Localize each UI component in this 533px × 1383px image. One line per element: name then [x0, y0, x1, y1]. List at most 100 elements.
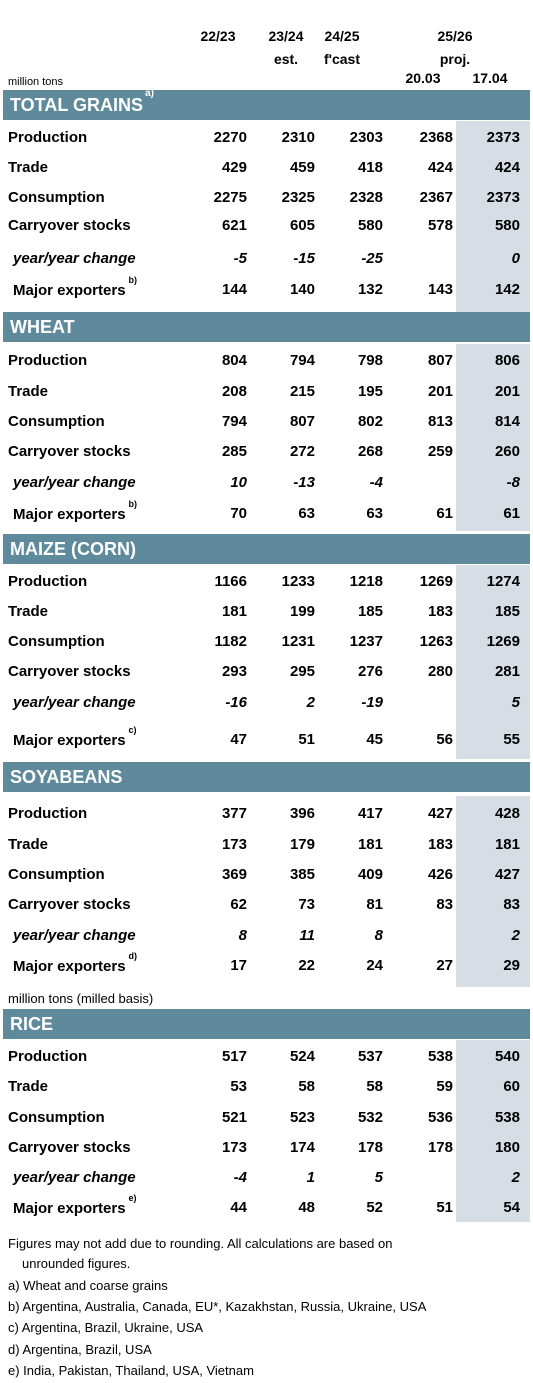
- value-cell: 63: [298, 505, 315, 522]
- value-cell: 459: [289, 159, 315, 176]
- value-cell: 807: [289, 413, 315, 430]
- value-cell: 70: [230, 505, 247, 522]
- value-cell: 293: [221, 663, 247, 680]
- value-cell: -13: [293, 474, 315, 491]
- value-cell: 1: [306, 1169, 315, 1186]
- value-cell: 54: [503, 1199, 520, 1216]
- value-cell: 580: [357, 217, 383, 234]
- row-label: Carryover stocks: [8, 443, 131, 460]
- value-cell: 201: [427, 383, 453, 400]
- row-consumption: Consumption 2275 2325 2328 2367 2373: [0, 187, 533, 209]
- row-major-exporters: Major exportersb) 70 63 63 61 61: [0, 499, 533, 525]
- row-label: Consumption: [8, 413, 105, 430]
- row-label-text: year/year change: [13, 250, 136, 267]
- section-title-text: MAIZE (CORN): [10, 539, 136, 559]
- row-year-change: year/year change -16 2 -19 5: [0, 692, 533, 714]
- value-cell: 424: [427, 159, 453, 176]
- value-cell: 22: [298, 957, 315, 974]
- value-cell: 29: [503, 957, 520, 974]
- col-header-2223: 22/23: [200, 28, 236, 44]
- row-label: Carryover stocks: [8, 217, 131, 234]
- value-cell: 281: [494, 663, 520, 680]
- value-cell: 295: [289, 663, 315, 680]
- value-cell: 285: [221, 443, 247, 460]
- row-label: year/year change: [13, 474, 136, 491]
- value-cell: 1237: [349, 633, 383, 650]
- value-cell: 2367: [419, 189, 453, 206]
- value-cell: 540: [494, 1048, 520, 1065]
- row-label: Trade: [8, 159, 48, 176]
- row-label: Production: [8, 573, 87, 590]
- value-cell: 201: [494, 383, 520, 400]
- value-cell: 427: [494, 866, 520, 883]
- row-major-exporters: Major exportersb) 144 140 132 143 142: [0, 275, 533, 301]
- value-cell: 83: [436, 896, 453, 913]
- value-cell: 621: [221, 217, 247, 234]
- row-label-text: Trade: [8, 1078, 49, 1095]
- value-cell: 537: [357, 1048, 383, 1065]
- value-cell: 60: [503, 1078, 520, 1095]
- value-cell: 524: [289, 1048, 315, 1065]
- value-cell: 52: [366, 1199, 383, 1216]
- value-cell: 5: [374, 1169, 383, 1186]
- col-header-2324: 23/24: [268, 28, 304, 44]
- value-cell: -5: [233, 250, 247, 267]
- value-cell: 426: [427, 866, 453, 883]
- value-cell: 1218: [349, 573, 383, 590]
- row-consumption: Consumption 521 523 532 536 538: [0, 1107, 533, 1129]
- row-label-text: Carryover stocks: [8, 1139, 131, 1156]
- footnote-a: a) Wheat and coarse grains: [8, 1278, 168, 1293]
- value-cell: 814: [494, 413, 520, 430]
- value-cell: 173: [221, 836, 247, 853]
- row-label: Major exportersd): [13, 951, 137, 975]
- row-carryover-stocks: Carryover stocks 293 295 276 280 281: [0, 661, 533, 683]
- value-cell: 58: [366, 1078, 383, 1095]
- row-label: Major exportersc): [13, 725, 137, 749]
- value-cell: 181: [494, 836, 520, 853]
- row-label-text: Consumption: [8, 633, 105, 650]
- value-cell: 44: [230, 1199, 247, 1216]
- row-label: Trade: [8, 383, 48, 400]
- value-cell: 396: [289, 805, 315, 822]
- value-cell: 794: [289, 352, 315, 369]
- row-consumption: Consumption 794 807 802 813 814: [0, 411, 533, 433]
- row-trade: Trade 173 179 181 183 181: [0, 834, 533, 856]
- row-carryover-stocks: Carryover stocks 621 605 580 578 580: [0, 215, 533, 237]
- section-title-text: SOYABEANS: [10, 767, 123, 787]
- highlight-column: [456, 121, 530, 312]
- value-cell: 259: [427, 443, 453, 460]
- value-cell: 140: [289, 281, 315, 298]
- value-cell: 1269: [486, 633, 520, 650]
- footnote-rounding: Figures may not add due to rounding. All…: [8, 1236, 393, 1251]
- value-cell: 58: [298, 1078, 315, 1095]
- row-label-text: year/year change: [13, 927, 136, 944]
- row-label: Carryover stocks: [8, 1139, 131, 1156]
- value-cell: 424: [494, 159, 520, 176]
- units-label-rice: million tons (milled basis): [8, 991, 154, 1006]
- value-cell: 143: [427, 281, 453, 298]
- value-cell: 11: [299, 927, 315, 944]
- row-label: Trade: [8, 836, 48, 853]
- value-cell: -4: [233, 1169, 247, 1186]
- row-label: Production: [8, 352, 87, 369]
- value-cell: 48: [298, 1199, 315, 1216]
- value-cell: 208: [221, 383, 247, 400]
- value-cell: 2310: [281, 129, 315, 146]
- value-cell: 47: [230, 731, 247, 748]
- value-cell: 1269: [419, 573, 453, 590]
- value-cell: 369: [221, 866, 247, 883]
- section-title-text: TOTAL GRAINS: [10, 95, 144, 115]
- row-label: year/year change: [13, 694, 136, 711]
- value-cell: 81: [366, 896, 383, 913]
- row-label: Production: [8, 129, 87, 146]
- row-label-text: Major exporters: [13, 282, 126, 299]
- row-label-text: Trade: [8, 603, 49, 620]
- value-cell: 409: [357, 866, 383, 883]
- row-carryover-stocks: Carryover stocks 62 73 81 83 83: [0, 894, 533, 916]
- value-cell: 17: [230, 957, 247, 974]
- value-cell: -8: [506, 474, 520, 491]
- section-title: TOTAL GRAINSa): [10, 88, 154, 116]
- value-cell: 1166: [214, 573, 247, 590]
- value-cell: 142: [494, 281, 520, 298]
- value-cell: 418: [357, 159, 383, 176]
